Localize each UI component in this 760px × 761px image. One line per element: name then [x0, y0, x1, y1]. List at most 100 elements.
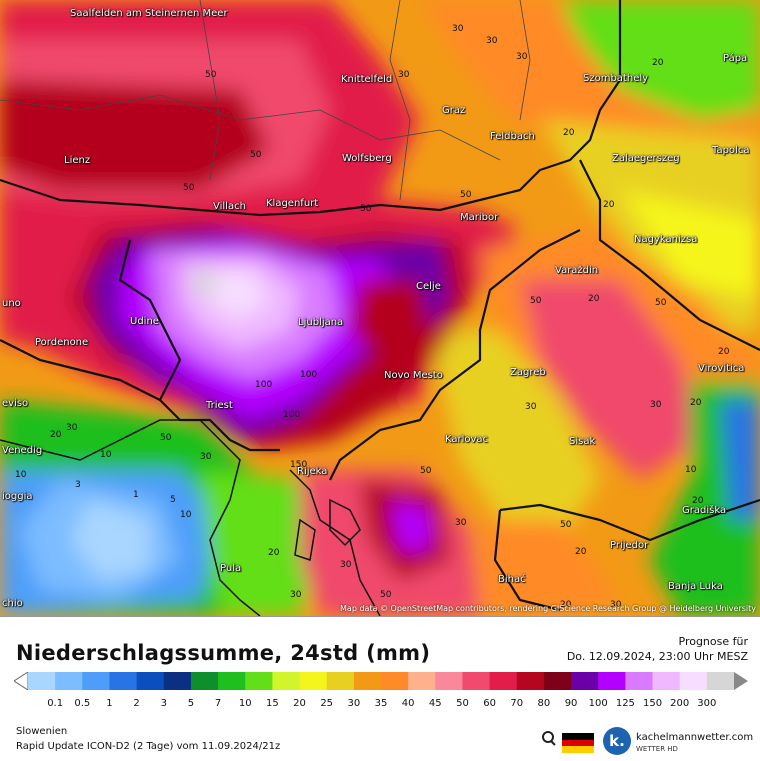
- map-attribution: Map data © OpenStreetMap contributors, r…: [340, 604, 756, 613]
- contour-value-label: 100: [300, 370, 318, 380]
- legend-swatch: [489, 672, 518, 690]
- contour-value-label: 50: [183, 183, 195, 193]
- contour-value-label: 20: [50, 430, 62, 440]
- legend-swatch: [299, 672, 328, 690]
- city-label: Pápa: [723, 53, 748, 64]
- region-name: Slowenien: [16, 726, 68, 737]
- city-label: Virovitica: [698, 363, 745, 374]
- forecast-date: Do. 12.09.2024, 23:00 Uhr MESZ: [566, 650, 748, 663]
- color-scale-bar: [14, 672, 748, 690]
- contour-value-label: 5: [170, 495, 176, 505]
- contour-value-label: 50: [655, 298, 667, 308]
- contour-value-label: 10: [685, 465, 697, 475]
- city-label: Pordenone: [35, 337, 89, 348]
- contour-value-label: 20: [268, 548, 280, 558]
- contour-value-label: 20: [718, 347, 730, 357]
- legend-tick-label: 80: [537, 698, 551, 709]
- legend-swatch: [218, 672, 246, 690]
- city-label: uno: [2, 298, 21, 309]
- city-label: Venedig: [2, 445, 43, 456]
- contour-value-label: 20: [575, 547, 587, 557]
- precipitation-field: [0, 0, 760, 616]
- forecast-label: Prognose für: [678, 635, 749, 648]
- contour-value-label: 100: [255, 380, 273, 390]
- legend-swatch: [543, 672, 572, 690]
- contour-value-label: 50: [460, 190, 472, 200]
- legend-tick-label: 150: [642, 698, 663, 709]
- contour-value-label: 50: [530, 296, 542, 306]
- legend-tick-label: 0.5: [74, 698, 91, 709]
- legend-tick-label: 35: [374, 698, 388, 709]
- precipitation-map: Saalfelden am Steinernen Meer Knittelfel…: [0, 0, 760, 616]
- kachelmann-logo-icon[interactable]: k.: [603, 727, 631, 755]
- city-label: Feldbach: [490, 131, 535, 142]
- city-label: ioggia: [2, 491, 33, 502]
- city-label: Gradiška: [682, 505, 727, 516]
- city-label: chio: [2, 598, 23, 609]
- city-label: Nagykanizsa: [634, 234, 698, 245]
- contour-value-label: 10: [180, 510, 192, 520]
- legend-swatch: [571, 672, 599, 690]
- legend-swatch: [82, 672, 110, 690]
- germany-flag-icon: [562, 733, 594, 753]
- contour-value-label: 50: [250, 150, 262, 160]
- contour-value-label: 30: [452, 24, 464, 34]
- city-label: eviso: [2, 398, 29, 409]
- legend-tick-label: 70: [510, 698, 524, 709]
- contour-value-label: 30: [610, 600, 622, 610]
- city-label: Celje: [416, 281, 441, 292]
- legend-tick-label: 125: [615, 698, 635, 709]
- legend-tick-label: 60: [483, 698, 496, 709]
- city-label: Graz: [442, 105, 466, 116]
- city-label: Zagreb: [510, 367, 546, 378]
- model-run: Rapid Update ICON-D2 (2 Tage) vom 11.09.…: [16, 741, 281, 752]
- legend-swatch: [462, 672, 491, 690]
- contour-value-label: 30: [398, 70, 410, 80]
- legend-swatch: [652, 672, 681, 690]
- city-label: Banja Luka: [668, 581, 723, 592]
- contour-value-label: 30: [200, 452, 212, 462]
- legend-swatch: [679, 672, 708, 690]
- contour-value-label: 30: [486, 36, 498, 46]
- legend-arrow-right: [734, 672, 748, 690]
- legend-swatch: [109, 672, 138, 690]
- city-label: Triest: [206, 400, 233, 411]
- city-label: Knittelfeld: [341, 74, 393, 85]
- contour-value-label: 20: [603, 200, 615, 210]
- contour-value-label: 50: [560, 520, 572, 530]
- city-label: Udine: [130, 316, 159, 327]
- contour-value-label: 150: [290, 460, 308, 470]
- legend-tick-label: 1: [106, 698, 113, 709]
- legend-tick-label: 50: [456, 698, 469, 709]
- contour-value-label: 30: [66, 423, 78, 433]
- legend-swatch: [353, 672, 382, 690]
- brand-name[interactable]: kachelmannwetter.com: [636, 732, 754, 743]
- city-label: Wolfsberg: [342, 153, 392, 164]
- rapid-update-icon: [542, 731, 556, 746]
- contour-value-label: 10: [100, 450, 112, 460]
- legend-tick-label: 45: [428, 698, 442, 709]
- contour-value-label: 20: [560, 600, 572, 610]
- legend-swatch: [326, 672, 355, 690]
- contour-value-label: 20: [692, 496, 704, 506]
- contour-value-label: 20: [588, 294, 600, 304]
- contour-value-label: 30: [650, 400, 662, 410]
- contour-value-label: 1: [133, 490, 139, 500]
- legend-tick-label: 7: [214, 698, 222, 709]
- contour-value-label: 50: [420, 466, 432, 476]
- legend-tick-label: 40: [401, 698, 415, 709]
- legend-tick-label: 100: [588, 698, 608, 709]
- legend-swatch: [408, 672, 436, 690]
- legend-swatch: [245, 672, 273, 690]
- city-label: Lienz: [64, 155, 91, 166]
- legend-swatch: [625, 672, 654, 690]
- contour-value-label: 30: [340, 560, 352, 570]
- city-label: Rijeka: [297, 466, 328, 477]
- city-label: Maribor: [460, 212, 499, 223]
- legend-swatch: [272, 672, 301, 690]
- contour-value-label: 20: [690, 398, 702, 408]
- legend-swatch: [435, 672, 463, 690]
- legend-swatch: [706, 672, 735, 690]
- city-label: Klagenfurt: [266, 198, 319, 209]
- legend-swatch: [516, 672, 545, 690]
